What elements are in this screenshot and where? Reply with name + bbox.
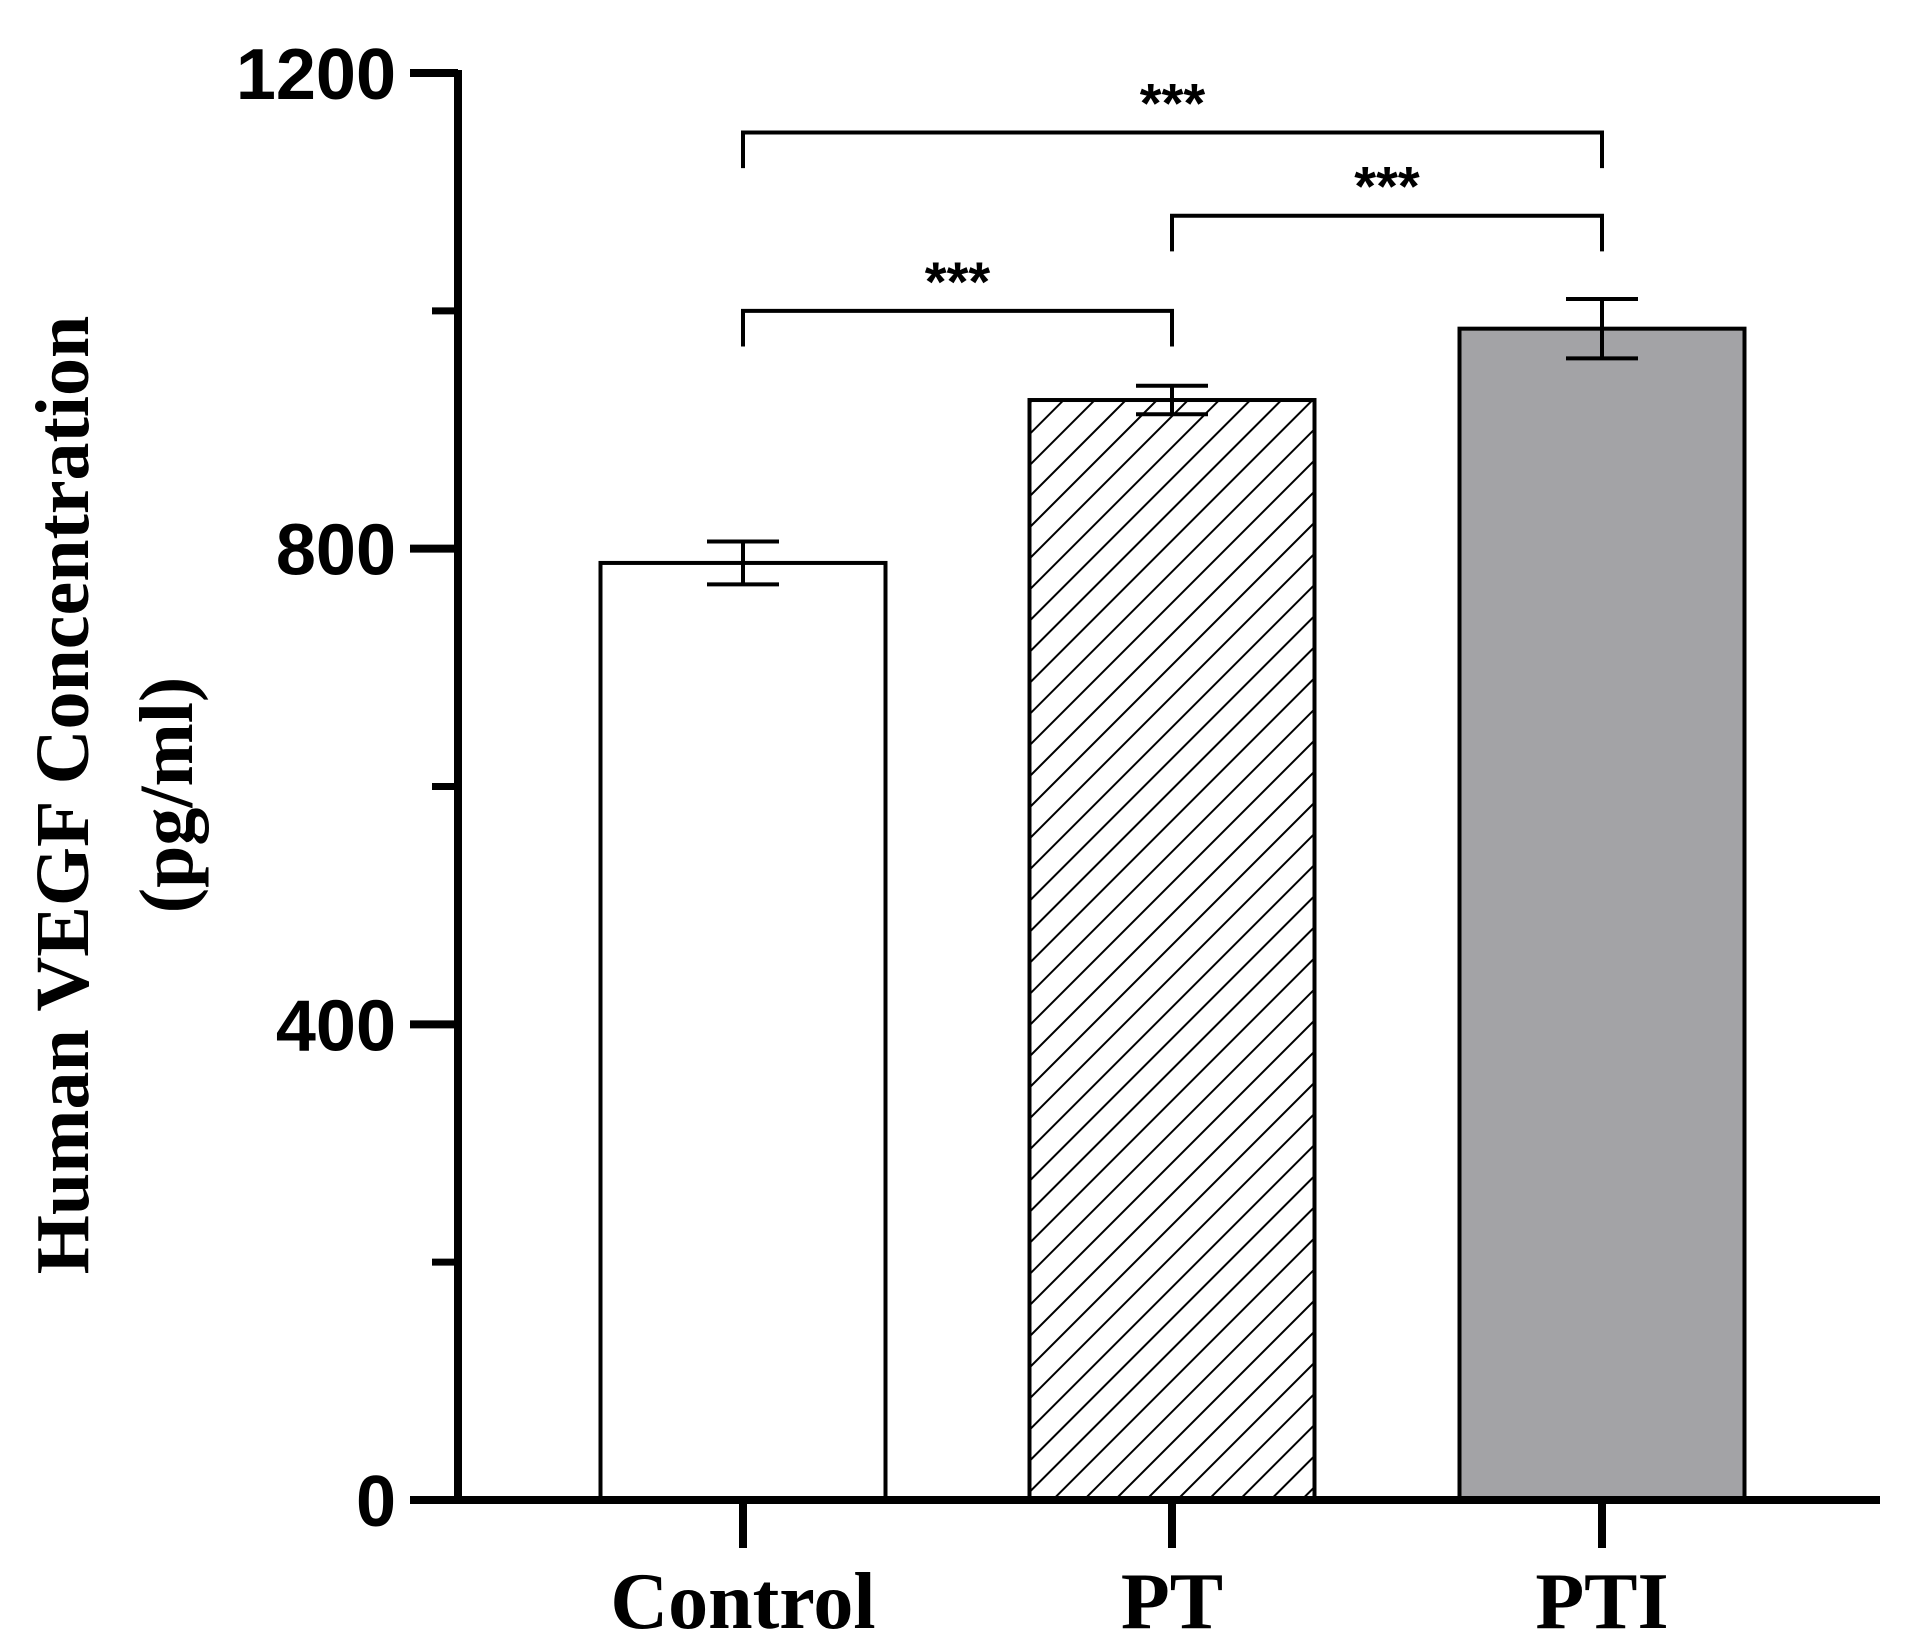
error-bar-pt [1136,383,1208,417]
bar-control [598,560,888,1502]
error-bar-control [707,539,779,587]
y-tick-label: 400 [276,986,396,1066]
significance-label: *** [1354,155,1420,218]
bracket-line [1170,213,1604,252]
bar-pti [1457,326,1747,1503]
chart-marks: *** *** *** [598,71,1747,1503]
significance-bracket-2: *** [1170,155,1604,252]
chart-axes: 0 400 800 1200 Control PT PTI [236,35,1880,1646]
significance-label: *** [1140,71,1206,134]
x-tick-label-pti: PTI [1535,1558,1668,1646]
y-axis-label: Human VEGF Concentration [21,316,105,1275]
error-bar-pti [1566,296,1638,361]
x-tick-label-pt: PT [1121,1558,1223,1646]
significance-bracket-3: *** [741,71,1604,169]
y-tick-label: 0 [356,1462,396,1542]
x-tick-label-control: Control [610,1558,875,1646]
y-axis-title: Human VEGF Concentration (pg/ml) [21,316,209,1275]
y-axis-unit: (pg/ml) [125,677,209,913]
significance-label: *** [925,250,991,313]
bracket-line [741,130,1604,169]
bar-pt [1027,398,1317,1502]
y-tick-label: 1200 [236,35,396,115]
y-tick-label: 800 [276,511,396,591]
significance-bracket-1: *** [741,250,1174,347]
bracket-line [741,308,1174,347]
